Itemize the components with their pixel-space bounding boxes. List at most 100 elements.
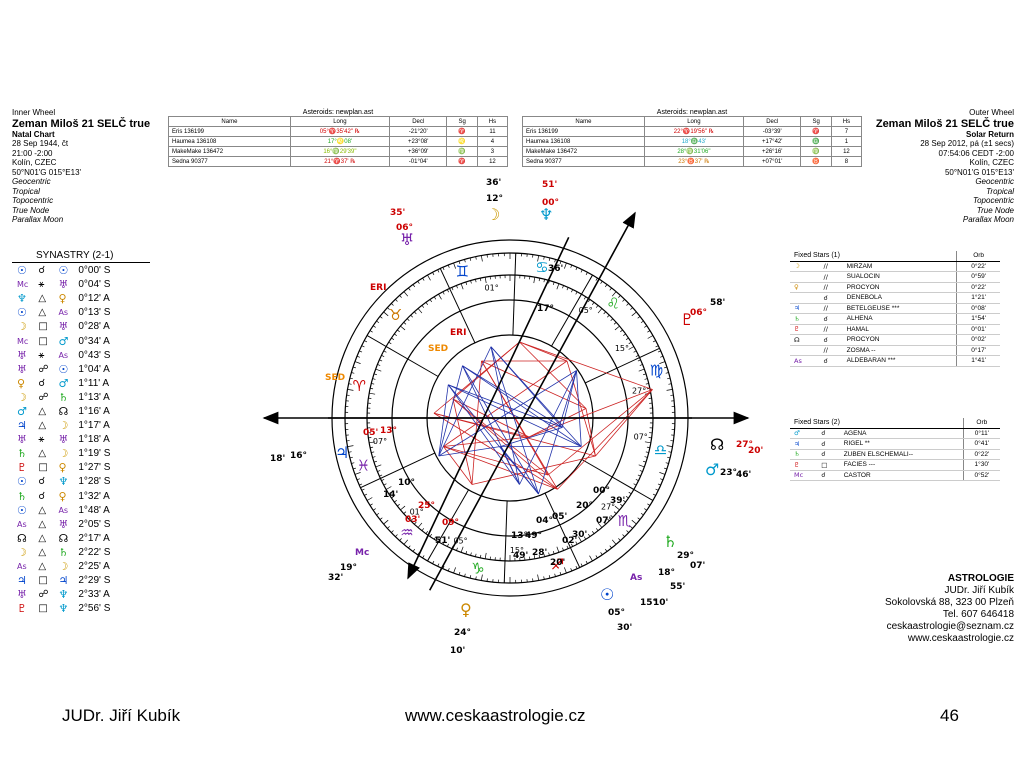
star-name: ZUBEN ELSCHEMALI-- <box>839 449 964 460</box>
degree-tick <box>533 552 536 559</box>
planet-icon: ♂ <box>790 428 818 439</box>
degree-tick <box>657 483 661 486</box>
degree-tick <box>639 364 643 366</box>
asteroid-name: Sedna 90377 <box>168 156 291 167</box>
asteroid-longitude: 22°♈19'56" ℞ <box>643 126 744 137</box>
outer-planet-label: ♆ <box>539 205 553 224</box>
degree-tick <box>377 364 381 366</box>
degree-tick <box>655 345 659 348</box>
asteroid-sign: ♎ <box>800 136 832 147</box>
aspect-orb: 1°18' A <box>78 434 110 446</box>
outer-planet-label: Mc <box>355 548 369 558</box>
aspect-line <box>519 341 568 362</box>
degree-tick <box>639 470 643 472</box>
aspect-line <box>519 341 653 390</box>
degree-tick <box>364 340 368 343</box>
degree-tick <box>548 280 550 284</box>
asteroid-longitude: 28°♍31'06" <box>643 146 744 157</box>
degree-tick <box>559 260 562 265</box>
aspect-line <box>471 455 596 485</box>
outer-wheel-coords: 50°N01'G 015°E13' <box>944 167 1014 177</box>
aspect-icon: △ <box>38 307 47 319</box>
outer-planet-label: 05° <box>608 608 625 618</box>
degree-tick <box>566 545 569 549</box>
col-decl-header: Decl <box>388 116 448 127</box>
degree-tick <box>628 491 632 495</box>
degree-tick <box>403 322 407 325</box>
asteroid-name: Haumea 136108 <box>522 136 645 147</box>
planet-1-icon: ☽ <box>17 320 27 334</box>
asteroid-declination: +26°16' <box>742 146 802 157</box>
outer-planet-label: 24° <box>454 628 471 638</box>
degree-tick <box>614 325 620 331</box>
aspect-line <box>538 370 577 495</box>
footer-author: JUDr. Jiří Kubík <box>62 706 181 725</box>
aspect-orb: 1°17' A <box>78 420 110 432</box>
star-orb: 1°54' <box>956 313 1000 325</box>
zodiac-sign-icon: ♊ <box>456 263 469 281</box>
synastry-row: ☽ □ ♅ 0°28' A <box>12 320 115 334</box>
star-orb: 0°08' <box>956 303 1000 314</box>
aspect-line <box>443 446 473 485</box>
degree-tick <box>548 257 551 261</box>
asteroid-declination: +07°01' <box>742 156 802 167</box>
degree-tick <box>349 377 353 380</box>
asteroid-row: MakeMake 136472 16°♍29'39" +36°09' ♍ 3 <box>168 146 509 157</box>
orb-header: Orb <box>956 251 1000 262</box>
col-sg-header: Sg <box>446 116 478 127</box>
outer-midheaven-axis-arrow <box>407 236 570 580</box>
degree-tick <box>592 302 595 305</box>
fixed-star-row: Mc ☌ CASTOR 0°52' <box>790 470 1000 481</box>
degree-tick <box>533 277 536 284</box>
synastry-row: ♀ ☌ ♂ 1°11' A <box>12 377 115 391</box>
aspect-orb: 0°04' S <box>78 279 111 291</box>
fixed-star-row: ♄ ☌ ZUBEN ELSCHEMALI-- 0°22' <box>790 449 1000 460</box>
cusp-degree-label: 15° <box>510 546 524 555</box>
degree-tick <box>369 441 376 444</box>
outer-planet-label: 06° <box>396 223 413 233</box>
asteroid-longitude: 23°♉37' ℞ <box>643 156 744 167</box>
aspect-icon: ☌ <box>38 490 46 502</box>
fixed-stars-1-table: Fixed Stars (1) Orb ☽//MIRZAM 0°22'//SUAL… <box>790 251 1000 367</box>
asteroid-row: Sedna 90377 23°♉37' ℞ +07°01' ♉ 8 <box>522 156 863 167</box>
outer-wheel-option: Geocentric <box>975 177 1014 186</box>
degree-tick <box>408 545 411 549</box>
outer-planet-label: 32' <box>328 573 343 583</box>
asteroid-house: 4 <box>476 136 509 147</box>
contact-email[interactable]: ceskaastrologie@seznam.cz <box>886 621 1014 632</box>
wheel-labels: ♈♉♊ ♋♌♍♎♏♐♑♒♓01°05°15°27°07°27°15°05°01°0… <box>270 178 763 656</box>
degree-tick <box>543 576 545 580</box>
col-name-header: Name <box>522 116 645 127</box>
degree-tick <box>370 446 374 449</box>
degree-tick <box>433 296 437 300</box>
fixed-star-row: //SUALOCIN 0°59' <box>790 271 1000 283</box>
contact-web[interactable]: www.ceskaastrologie.cz <box>907 633 1014 644</box>
aspect-line <box>462 365 539 495</box>
degree-tick <box>611 539 617 545</box>
planet-1-icon: ☽ <box>17 545 27 559</box>
degree-tick <box>391 303 394 306</box>
degree-tick <box>637 517 641 520</box>
outer-planet-label: 20' <box>748 446 763 456</box>
fixed-stars-2-title: Fixed Stars (2) <box>790 418 964 429</box>
planet-2-icon: ♆ <box>58 602 69 616</box>
footer-url[interactable]: www.ceskaastrologie.cz <box>405 706 586 725</box>
aspect-line <box>438 370 577 457</box>
degree-tick <box>607 314 610 318</box>
cusp-degree-label: 01° <box>485 283 499 292</box>
outer-wheel-chart-type: Solar Return <box>965 129 1014 139</box>
degree-tick <box>481 574 483 581</box>
degree-tick <box>364 493 368 496</box>
degree-tick <box>626 530 629 533</box>
house-cusp-line <box>544 493 581 568</box>
planet-2-icon: ♄ <box>58 545 69 559</box>
degree-tick <box>352 366 357 369</box>
degree-tick <box>583 296 587 300</box>
synastry-row: ♃ □ ♃ 2°29' S <box>12 574 115 588</box>
asteroid-sign: ♍ <box>446 146 478 157</box>
degree-tick <box>595 555 598 559</box>
synastry-row: ♅ ☍ ♆ 2°33' A <box>12 588 115 602</box>
aspect-line <box>585 408 596 457</box>
degree-tick <box>554 259 556 263</box>
aspect-icon: ☍ <box>38 391 49 403</box>
